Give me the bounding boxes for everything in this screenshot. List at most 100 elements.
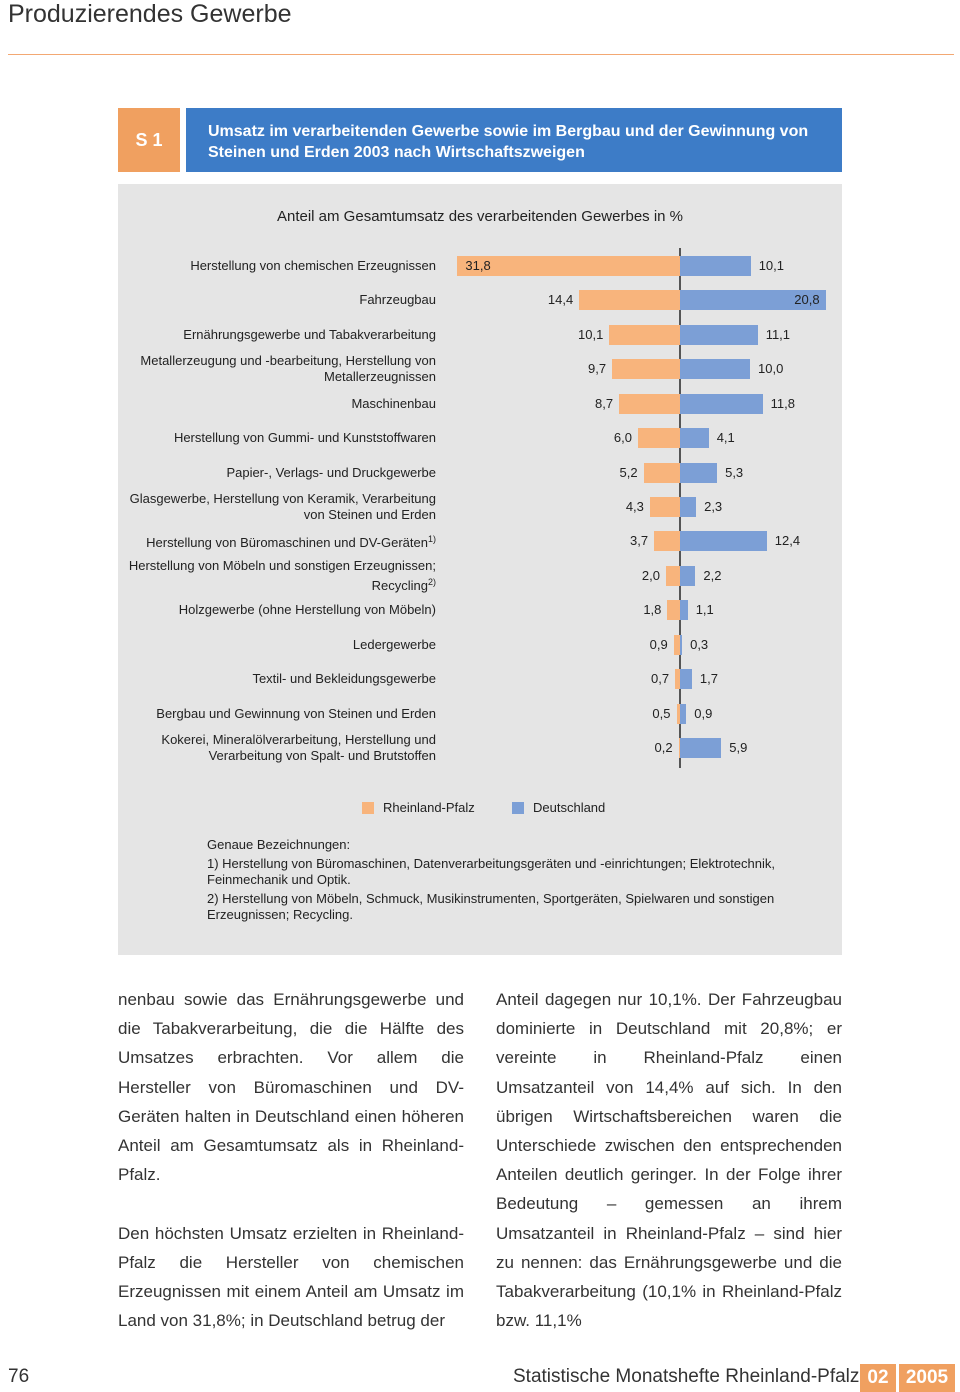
bar [680,703,687,724]
value-label: 0,7 [651,671,670,687]
bar [638,428,680,449]
chart-title: Umsatz im verarbeitenden Gewerbe sowie i… [208,123,809,161]
category-text: Herstellung von Möbeln und sonstigen Erz… [128,557,436,594]
value-label: 2,2 [703,567,722,583]
value-label: 5,2 [619,464,638,480]
category-label: Herstellung von chemischen Erzeugnissen [116,258,436,274]
page-title: Produzierendes Gewerbe [8,0,292,28]
notes: Genaue Bezeichnungen: 1) Herstellung von… [207,837,802,926]
category-text: Herstellung von Gummi- und Kunststoffwar… [173,430,436,446]
legend-swatch [512,802,524,814]
category-text: Metallerzeugung und -bearbeitung, Herste… [140,353,436,385]
value-label: 5,9 [729,740,748,756]
value-label: 0,9 [649,636,668,652]
category-label: Herstellung von Möbeln und sonstigen Erz… [116,558,436,594]
value-label: 20,8 [794,292,820,308]
bar [649,497,680,517]
text-column: Anteil dagegen nur 10,1%. Der Fahrzeugba… [496,985,842,1365]
value-label: 8,7 [595,395,614,411]
bar [680,290,826,311]
value-label: 4,3 [625,499,644,514]
category-text: Ledergewerbe [352,636,436,652]
bar [654,531,680,552]
bar [673,634,680,655]
note: 1) Herstellung von Büromaschinen, Datenv… [207,856,775,887]
text-column: nenbau sowie das Ernährungsgewerbe und d… [118,985,464,1365]
category-label: Metallerzeugung und -bearbeitung, Herste… [116,353,436,385]
bar [680,462,718,483]
bar [678,738,680,759]
category-label: Bergbau und Gewinnung von Steinen und Er… [116,706,436,722]
bar [680,359,750,380]
bar [612,359,680,380]
chart-header [186,108,842,172]
value-label: 0,2 [654,740,673,756]
value-label: 14,4 [547,292,574,308]
value-label: 12,4 [774,533,801,549]
page-number: 76 [8,1366,30,1387]
category-label: Holzgewerbe (ohne Herstellung von Möbeln… [116,602,436,618]
bar [619,393,680,414]
value-label: 10,0 [758,361,784,377]
bar [667,600,680,621]
value-label: 10,1 [578,326,604,342]
bar [680,497,697,517]
category-text: Maschinenbau [351,395,436,411]
category-text: Glasgewerbe, Herstellung von Keramik, Ve… [129,491,436,522]
category-label: Herstellung von Büromaschinen und DV-Ger… [116,531,436,551]
bar [675,669,680,690]
legend-label: Deutschland [533,800,606,815]
bar [457,256,680,276]
category-label: Maschinenbau [116,396,436,412]
category-text: Kokerei, Mineralölverarbeitung, Herstell… [161,732,436,764]
category-label: Ernährungsgewerbe und Tabakverarbeitung [116,327,436,343]
bar [680,428,709,449]
category-text: Papier-, Verlags- und Druckgewerbe [226,464,436,480]
category-label: Fahrzeugbau [116,292,436,308]
value-label: 10,1 [758,258,784,273]
category-label: Glasgewerbe, Herstellung von Keramik, Ve… [116,491,436,523]
value-label: 6,0 [613,430,632,446]
value-label: 11,1 [765,326,791,342]
bar [680,738,722,759]
value-label: 0,3 [690,636,709,652]
value-label: 2,3 [704,499,723,514]
category-label: Textil- und Bekleidungsgewerbe [116,671,436,687]
footnote-mark: 2) [427,576,436,587]
category-label: Kokerei, Mineralölverarbeitung, Herstell… [116,732,436,764]
header-rule [8,54,954,55]
bar [680,669,692,690]
category-text: Ernährungsgewerbe und Tabakverarbeitung [183,326,436,342]
bar [609,324,680,345]
value-label: 31,8 [465,258,491,273]
bar [680,256,751,276]
value-label: 3,7 [630,533,649,549]
legend-label: Rheinland-Pfalz [383,800,475,815]
value-label: 4,1 [716,430,735,446]
issue: 02 [860,1364,896,1392]
category-label: Ledergewerbe [116,637,436,653]
bar [680,634,683,655]
bar [579,290,680,311]
category-label: Papier-, Verlags- und Druckgewerbe [116,465,436,481]
value-label: 2,0 [641,567,660,583]
value-label: 1,7 [699,671,718,687]
category-label: Herstellung von Gummi- und Kunststoffwar… [116,430,436,446]
value-label: 0,5 [652,705,671,721]
category-text: Herstellung von Büromaschinen und DV-Ger… [146,535,428,551]
bar [680,324,758,345]
category-text: Bergbau und Gewinnung von Steinen und Er… [156,705,436,721]
category-text: Herstellung von chemischen Erzeugnissen [190,258,436,273]
bar [680,565,696,586]
category-text: Fahrzeugbau [359,292,436,308]
category-text: Textil- und Bekleidungsgewerbe [252,671,436,687]
value-label: 9,7 [588,361,607,377]
bar [643,462,680,483]
notes-title: Genaue Bezeichnungen: [207,837,351,852]
bar [680,393,763,414]
bar [666,565,680,586]
footnote-mark: 1) [427,534,436,545]
paragraph: nenbau sowie das Ernährungsgewerbe und d… [118,990,464,1185]
paragraph: Anteil dagegen nur 10,1%. Der Fahrzeugba… [496,990,842,1331]
